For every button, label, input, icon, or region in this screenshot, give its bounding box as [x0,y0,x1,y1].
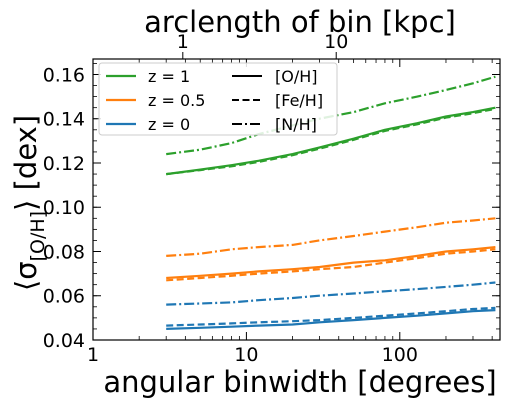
top-axis-label: arclength of bin [kpc] [144,5,456,39]
y-axis-label: ⟨σ[O/H]⟩ [dex] [9,115,49,291]
series-line-5 [166,217,496,257]
top-tick-label-1: 10 [324,31,348,53]
series-line-6 [166,309,496,330]
y-tick-label-5: 0.14 [43,109,85,131]
y-tick-label-2: 0.08 [43,241,85,263]
legend-color-label-1: z = 0.5 [148,91,205,110]
series-line-1 [166,107,496,176]
legend-box [98,62,338,136]
y-axis-label-tail: ⟩ [dex] [9,115,43,211]
y-tick-label-1: 0.06 [43,286,85,308]
plot-marks: 1 10 100 0.04 0.06 0.08 0.10 0.12 0.14 0.16 1 10 [43,31,501,366]
x-axis-label: angular binwidth [degrees] [103,365,496,399]
y-axis-label-sub: [O/H] [27,211,49,261]
series-line-7 [166,306,496,327]
plot-frame [92,58,501,341]
legend-style-label-1: [Fe/H] [275,91,323,110]
legend: z = 1 z = 0.5 z = 0 [O/H] [Fe/H] [N/H] [98,62,338,136]
y-axis-label-main: ⟨σ [9,261,43,291]
y-tick-label-3: 0.10 [43,197,85,219]
y-tick-label-4: 0.12 [43,153,85,175]
x-tick-label-0: 1 [87,344,99,366]
x-tick-label-2: 100 [382,344,418,366]
top-tick-label-0: 1 [177,31,189,53]
y-tick-label-6: 0.16 [43,64,85,86]
legend-style-label-0: [O/H] [275,67,318,86]
y-tick-label-0: 0.04 [43,330,85,352]
x-tick-label-1: 10 [234,344,258,366]
legend-color-label-0: z = 1 [148,67,190,86]
legend-style-label-2: [N/H] [275,115,317,134]
legend-color-label-2: z = 0 [148,115,190,134]
series-line-3 [166,246,496,280]
series-line-4 [166,248,496,282]
series-line-8 [166,281,496,306]
